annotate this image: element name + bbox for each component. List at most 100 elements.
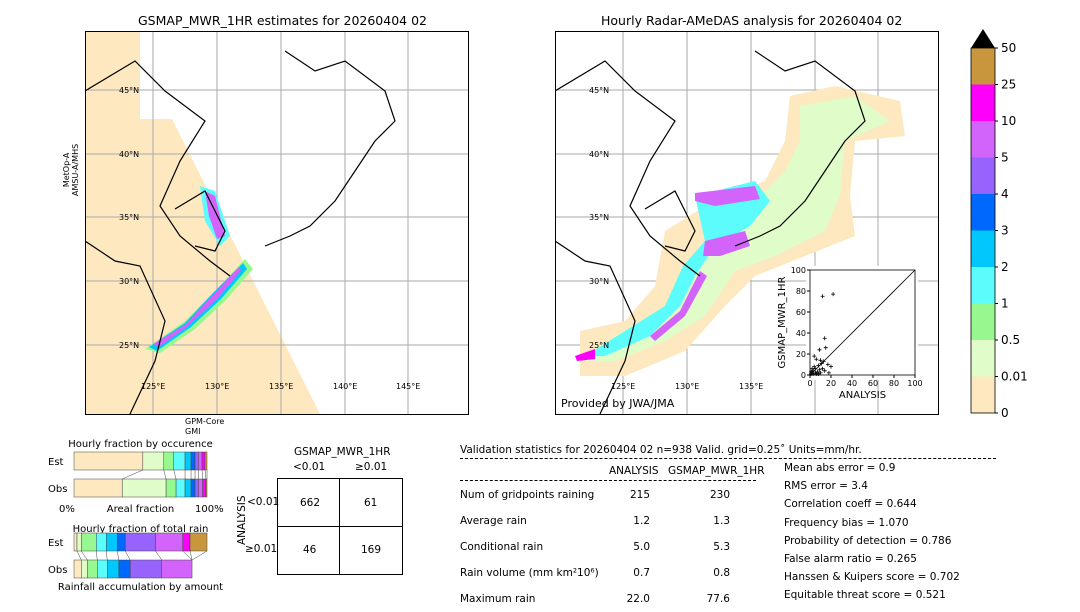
bar-segment — [198, 478, 203, 498]
x-axis-label: ANALYSIS — [839, 390, 886, 401]
bar-row-label: Est — [48, 457, 64, 468]
bar-segment — [198, 451, 203, 471]
scatter-point — [822, 368, 827, 373]
bar-chart-title: Hourly fraction of total rain — [73, 524, 209, 535]
lat-label: 35°N — [119, 213, 140, 222]
bar-connector — [204, 469, 207, 480]
scatter-point — [819, 361, 824, 366]
colorbar-extend-triangle — [971, 29, 995, 48]
bar-segment — [87, 559, 98, 579]
stat-analysis: 0.7 — [633, 567, 650, 579]
stat-label: Maximum rain — [460, 593, 536, 605]
left-map — [85, 31, 469, 415]
scatter-point — [812, 354, 817, 359]
lat-label: 35°N — [589, 213, 610, 222]
bar-connector — [116, 550, 120, 561]
stat-label: Conditional rain — [460, 541, 544, 553]
sensor-name: AMSU-A/MHS — [71, 143, 80, 196]
bar-segment — [161, 559, 193, 579]
x-tick-label: 0 — [807, 379, 812, 388]
stat-gsmap: 0.8 — [713, 567, 730, 579]
bar-segment — [165, 478, 177, 498]
x-tick-label: 40 — [847, 379, 857, 388]
bar-connector — [189, 550, 193, 561]
bar-segment — [121, 478, 167, 498]
bar-segment — [96, 532, 107, 552]
lat-label: 25°N — [589, 341, 610, 350]
lon-label: 135°E — [739, 382, 764, 391]
bar-segment — [182, 532, 191, 552]
scatter-plot: 0 20 40 60 80 100 0 20 40 60 80 100 ANALYSIS GSMAP_MW… — [777, 266, 923, 401]
bar-segment — [205, 478, 208, 498]
left-map-title: GSMAP_MWR_1HR estimates for 20260404 02 — [138, 13, 427, 28]
bar-connector — [191, 550, 208, 561]
y-tick-label: 100 — [791, 266, 806, 275]
bar-segment — [163, 451, 175, 471]
colorbar-tick-label: 25 — [1001, 78, 1016, 92]
contingency-row-header: <0.01 — [247, 496, 280, 508]
lon-label: 125°E — [141, 382, 166, 391]
bar-segment — [142, 451, 165, 471]
stats-header: Validation statistics for 20260404 02 n=… — [460, 444, 862, 456]
bar-row-label: Obs — [48, 565, 67, 576]
bar-connector — [96, 550, 98, 561]
lon-label: 130°E — [675, 382, 700, 391]
colorbar-tick-label: 2 — [1001, 260, 1009, 274]
sensor-name: GPM-Core — [185, 417, 225, 426]
x-tick-label: 0% — [59, 504, 75, 515]
scatter-point — [815, 369, 820, 374]
bar-segment — [81, 532, 97, 552]
stat-gsmap: 77.6 — [706, 593, 730, 605]
scatter-point — [811, 371, 816, 376]
bar-segment — [129, 559, 163, 579]
lat-label: 40°N — [119, 150, 140, 159]
colorbar: 0 0.01 0.5 1 2 3 4 5 10 25 50 — [970, 29, 1028, 420]
scatter-point — [816, 363, 821, 368]
bar-connector — [163, 469, 167, 480]
bar-segment — [184, 451, 192, 471]
scatter-point — [822, 336, 827, 341]
lat-label: 30°N — [589, 277, 610, 286]
bar-segment — [116, 532, 126, 552]
colorbar-segment — [971, 340, 995, 377]
colorbar-tick-label: 0 — [1001, 406, 1009, 420]
contingency-row-header: ≥0.01 — [245, 543, 278, 555]
bar-segment — [201, 451, 206, 471]
bar-segment — [73, 559, 82, 579]
cell-value: 46 — [303, 544, 317, 556]
scatter-point — [818, 370, 823, 375]
scatter-point — [814, 357, 819, 362]
colorbar-segment — [971, 84, 995, 121]
bar-connector — [155, 550, 162, 561]
score-line: Frequency bias = 1.070 — [784, 516, 909, 529]
contingency-table: 662 61 46 169 — [277, 478, 403, 575]
y-tick-label: 60 — [796, 308, 806, 317]
rain-field — [145, 186, 253, 353]
scatter-point — [820, 366, 825, 371]
fraction-bars: Hourly fraction by occurence Est Obs Areal … — [48, 439, 224, 593]
bar-row-label: Obs — [48, 484, 67, 495]
x-tick-label: 100 — [907, 379, 922, 388]
x-tick-label: 20 — [826, 379, 836, 388]
satellite-swath — [85, 31, 320, 414]
diagonal-line — [809, 269, 916, 376]
bar-segment — [97, 559, 108, 579]
x-tick-label: 60 — [868, 379, 878, 388]
bar-connector — [201, 469, 203, 480]
contingency-title: GSMAP_MWR_1HR — [294, 446, 391, 458]
lon-label: 135°E — [269, 382, 294, 391]
bar-segment — [118, 559, 131, 579]
cell-value: 61 — [364, 497, 378, 509]
colorbar-tick-label: 3 — [1001, 224, 1009, 238]
cell-value: 662 — [300, 497, 321, 509]
bar-segment — [190, 478, 196, 498]
score-line: False alarm ratio = 0.265 — [784, 553, 917, 565]
sensor-left-label: MetOp-A AMSU-A/MHS — [62, 144, 80, 196]
x-tick-label: 80 — [889, 379, 899, 388]
sensor-name: GMI — [185, 427, 201, 436]
bar-connector — [182, 550, 193, 561]
colorbar-segment — [971, 267, 995, 304]
score-line: Correlation coeff = 0.644 — [784, 498, 917, 511]
coastlines — [555, 50, 866, 415]
score-line: Probability of detection = 0.786 — [784, 534, 952, 547]
